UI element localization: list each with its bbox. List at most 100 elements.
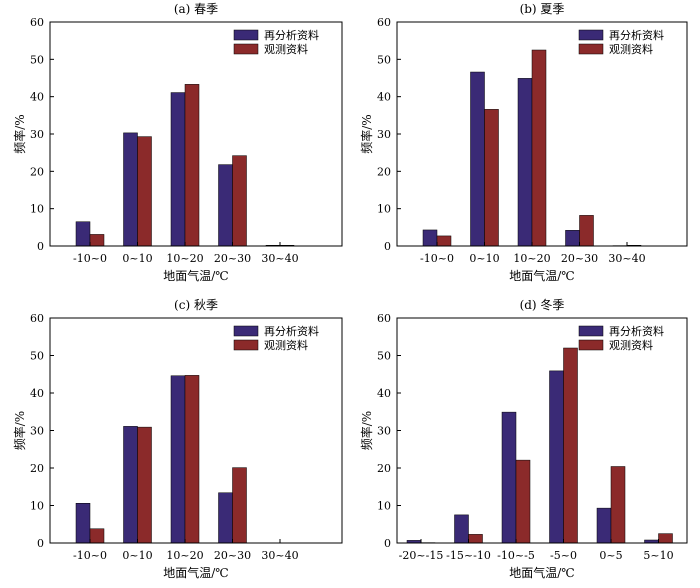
bar-reanalysis — [124, 426, 138, 543]
legend-label: 观测资料 — [609, 42, 653, 56]
y-axis-title: 频率/% — [12, 114, 27, 153]
bar-reanalysis — [76, 503, 90, 543]
y-tick-label: 60 — [30, 312, 44, 325]
bar-observation — [185, 375, 199, 543]
y-tick-label: 0 — [384, 537, 391, 550]
bar-reanalysis — [566, 230, 580, 246]
legend-label: 再分析资料 — [264, 324, 319, 338]
y-axis-title: 频率/% — [12, 411, 27, 450]
x-tick-label: -10~0 — [73, 252, 107, 265]
x-tick-label: -15~-10 — [446, 549, 491, 562]
panel-title: (b) 夏季 — [520, 2, 565, 16]
bar-observation — [469, 534, 483, 543]
bar-observation — [233, 468, 247, 543]
bar-observation — [611, 467, 625, 544]
y-tick-label: 10 — [30, 203, 44, 216]
x-tick-label: 10~20 — [166, 252, 203, 265]
bar-observation — [532, 50, 546, 246]
bar-reanalysis — [423, 230, 437, 246]
panel-title: (c) 秋季 — [174, 298, 218, 312]
bar-reanalysis — [171, 93, 185, 246]
y-tick-label: 60 — [30, 16, 44, 29]
y-tick-label: 10 — [30, 500, 44, 513]
y-tick-label: 30 — [377, 425, 391, 438]
x-tick-label: 20~30 — [214, 549, 251, 562]
legend-label: 观测资料 — [609, 338, 653, 352]
y-tick-label: 0 — [384, 240, 391, 253]
bar-reanalysis — [76, 222, 90, 246]
y-tick-label: 50 — [377, 350, 391, 363]
bar-reanalysis — [550, 371, 564, 543]
y-tick-label: 60 — [377, 312, 391, 325]
x-tick-label: 0~10 — [469, 252, 499, 265]
x-tick-label: 30~40 — [261, 252, 298, 265]
bar-observation — [485, 109, 499, 246]
legend-swatch-reanalysis — [579, 30, 603, 40]
x-tick-label: 20~30 — [561, 252, 598, 265]
x-tick-label: 5~10 — [643, 549, 673, 562]
bar-reanalysis — [124, 133, 138, 246]
bar-observation — [659, 534, 673, 543]
bar-observation — [90, 234, 104, 246]
x-tick-label: 0~10 — [122, 549, 152, 562]
x-tick-label: 0~10 — [122, 252, 152, 265]
x-tick-label: 30~40 — [608, 252, 645, 265]
bar-observation — [580, 215, 594, 246]
legend-label: 观测资料 — [264, 42, 308, 56]
y-tick-label: 10 — [377, 500, 391, 513]
bar-observation — [233, 156, 247, 246]
x-axis-title: 地面气温/℃ — [509, 565, 574, 580]
x-tick-label: -5~0 — [550, 549, 577, 562]
bar-reanalysis — [518, 78, 532, 246]
bar-observation — [138, 137, 152, 246]
legend-swatch-reanalysis — [234, 326, 258, 336]
y-tick-label: 40 — [377, 387, 391, 400]
y-tick-label: 40 — [377, 91, 391, 104]
legend-label: 观测资料 — [264, 338, 308, 352]
x-tick-label: 0~5 — [599, 549, 622, 562]
x-tick-label: -10~0 — [420, 252, 454, 265]
x-tick-label: -10~-5 — [497, 549, 535, 562]
y-tick-label: 20 — [30, 462, 44, 475]
legend-label: 再分析资料 — [264, 28, 319, 42]
y-tick-label: 10 — [377, 203, 391, 216]
bar-reanalysis — [502, 412, 516, 543]
y-tick-label: 40 — [30, 91, 44, 104]
y-tick-label: 50 — [30, 350, 44, 363]
y-axis-title: 频率/% — [359, 114, 374, 153]
bar-reanalysis — [455, 515, 469, 543]
legend-swatch-reanalysis — [579, 326, 603, 336]
legend-label: 再分析资料 — [609, 28, 664, 42]
y-tick-label: 20 — [30, 165, 44, 178]
panel-title: (d) 冬季 — [520, 297, 565, 312]
bar-reanalysis — [471, 72, 485, 246]
y-tick-label: 50 — [30, 53, 44, 66]
bar-observation — [564, 348, 578, 543]
bar-observation — [516, 460, 530, 543]
x-tick-label: 10~20 — [166, 549, 203, 562]
x-tick-label: -10~0 — [73, 549, 107, 562]
x-tick-label: 10~20 — [513, 252, 550, 265]
x-tick-label: 30~40 — [261, 549, 298, 562]
y-axis-title: 频率/% — [359, 411, 374, 450]
x-axis-title: 地面气温/℃ — [163, 565, 228, 580]
legend-swatch-reanalysis — [234, 30, 258, 40]
bar-observation — [185, 84, 199, 246]
bar-reanalysis — [171, 376, 185, 543]
x-tick-label: -20~-15 — [399, 549, 444, 562]
legend-swatch-observation — [579, 340, 603, 350]
bar-observation — [90, 529, 104, 543]
y-tick-label: 20 — [377, 165, 391, 178]
chart-panel-4: (d) 冬季0102030405060-20~-15-15~-10-10~-5-… — [359, 297, 687, 580]
y-tick-label: 0 — [37, 240, 44, 253]
y-tick-label: 30 — [30, 425, 44, 438]
